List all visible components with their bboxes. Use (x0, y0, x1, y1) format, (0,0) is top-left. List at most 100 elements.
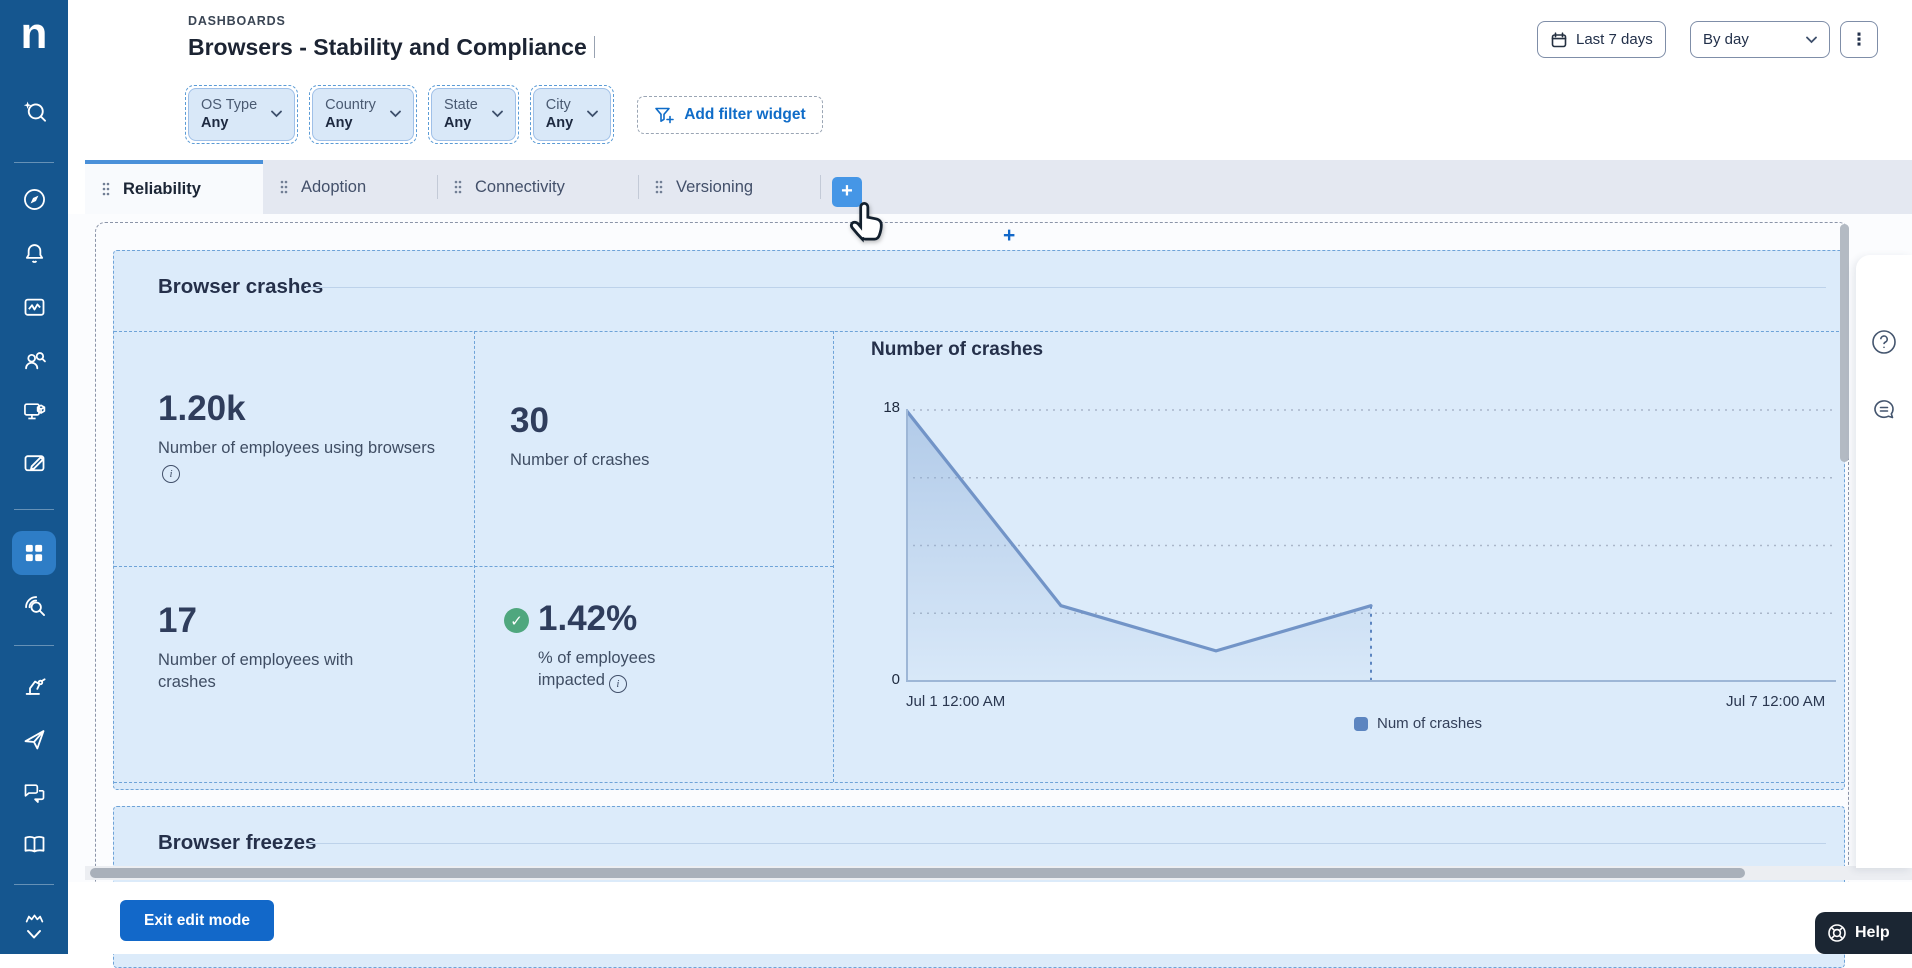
x-axis-end-label: Jul 7 12:00 AM (1726, 693, 1826, 710)
help-button[interactable]: Help (1815, 912, 1912, 954)
sidebar-item-dashboards[interactable] (12, 531, 56, 575)
tab-connectivity[interactable]: Connectivity (437, 160, 638, 214)
more-options-button[interactable]: ⋮ (1840, 21, 1878, 58)
kpi-employees-with-crashes[interactable]: 17 Number of employees with crashes (158, 601, 354, 692)
time-range-button[interactable]: Last 7 days (1537, 21, 1666, 58)
add-widget-row-button[interactable]: + (1003, 224, 1016, 247)
diagnostics-search-icon[interactable] (0, 592, 68, 619)
kpi-number-of-crashes[interactable]: 30 Number of crashes (510, 401, 650, 469)
breadcrumb: DASHBOARDS (188, 14, 286, 28)
monitor-metrics-icon[interactable] (0, 294, 68, 321)
feedback-chat-icon[interactable] (1870, 396, 1898, 424)
account-icon[interactable] (0, 906, 68, 926)
section-title: Browser freezes (158, 831, 317, 854)
filter-country-button[interactable]: Country Any (312, 88, 414, 142)
widget-browser-crashes[interactable]: Browser crashes 1.20k Number of employee… (113, 250, 1845, 790)
y-tick-min: 0 (891, 671, 900, 688)
cell-outline (114, 331, 1844, 332)
info-icon[interactable]: i (162, 465, 180, 484)
granularity-select[interactable]: By day (1690, 21, 1830, 58)
chevron-down-icon (390, 110, 401, 118)
edit-mode-footer: Exit edit mode (68, 882, 1912, 954)
section-title-rule (306, 287, 1826, 288)
add-tab-button[interactable]: + (832, 177, 862, 207)
y-tick-max: 18 (883, 399, 900, 416)
device-actions-icon[interactable] (0, 398, 68, 425)
cell-outline (114, 566, 833, 567)
dashboard-tabbar: Reliability Adoption Connectivity Versio… (85, 160, 1912, 243)
cell-outline (474, 331, 475, 782)
assist-panel (1856, 255, 1912, 868)
library-book-icon[interactable] (0, 831, 68, 858)
compass-icon[interactable] (0, 186, 68, 213)
sidebar-divider (14, 645, 54, 646)
tab-adoption[interactable]: Adoption (263, 160, 437, 214)
feedback-chats-icon[interactable] (0, 779, 68, 806)
dashboard-canvas: + Browser crashes 1.20k Number of employ… (68, 214, 1912, 968)
collapse-chevron-icon[interactable] (0, 928, 68, 942)
kpi-percent-employees-impacted[interactable]: ✓ 1.42% % of employees impacted i (504, 600, 713, 694)
tab-versioning[interactable]: Versioning (638, 160, 820, 214)
calendar-icon (1551, 31, 1567, 47)
filter-plus-icon (655, 107, 675, 123)
dashboards-grid-icon (25, 544, 43, 562)
header: DASHBOARDS Browsers - Stability and Comp… (68, 0, 1912, 160)
filter-widget-country: Country Any (309, 85, 417, 145)
mouse-cursor-hand (849, 201, 883, 243)
ai-search-icon[interactable] (0, 98, 68, 126)
chart-legend: Num of crashes (1354, 715, 1482, 732)
tab-separator (437, 175, 438, 199)
filter-widget-state: State Any (427, 85, 519, 145)
notifications-bell-icon[interactable] (0, 240, 68, 267)
section-title: Browser crashes (158, 275, 324, 298)
exit-edit-mode-button[interactable]: Exit edit mode (120, 900, 274, 941)
tab-reliability[interactable]: Reliability (85, 160, 263, 214)
chevron-down-icon (1806, 36, 1817, 43)
filter-widget-city: City Any (529, 85, 615, 145)
filter-city-button[interactable]: City Any (532, 88, 612, 142)
page-title: Browsers - Stability and Compliance (188, 34, 595, 61)
people-insights-icon[interactable] (0, 347, 68, 374)
lifebuoy-icon (1828, 924, 1846, 942)
title-edit-caret (593, 36, 595, 58)
kebab-icon: ⋮ (1850, 29, 1868, 49)
chevron-down-icon (587, 110, 599, 118)
info-icon[interactable]: i (608, 675, 627, 694)
drag-handle-icon[interactable] (454, 180, 462, 194)
vertical-scrollbar-thumb[interactable] (1840, 224, 1849, 462)
horizontal-scrollbar-thumb[interactable] (90, 868, 1745, 878)
cell-outline (114, 782, 1844, 783)
help-circle-icon[interactable] (1870, 328, 1898, 356)
kpi-employees-using-browsers[interactable]: 1.20k Number of employees using browsers… (158, 390, 438, 484)
time-range-label: Last 7 days (1576, 31, 1653, 48)
granularity-value: By day (1703, 31, 1749, 48)
section-title-rule (306, 843, 1826, 844)
tab-separator (820, 175, 821, 199)
filter-state-button[interactable]: State Any (430, 88, 516, 142)
app-sidebar: n (0, 0, 68, 954)
legend-label: Num of crashes (1377, 715, 1483, 732)
filter-widget-os-type: OS Type Any (185, 85, 299, 145)
chevron-down-icon (491, 110, 503, 118)
legend-swatch (1354, 716, 1368, 731)
success-check-icon: ✓ (504, 608, 529, 633)
content-edit-icon[interactable] (0, 450, 68, 477)
automation-arm-icon[interactable] (0, 672, 68, 699)
sidebar-divider (14, 509, 54, 510)
add-filter-widget-button[interactable]: Add filter widget (637, 95, 823, 134)
x-axis-start-label: Jul 1 12:00 AM (906, 693, 1006, 710)
drag-handle-icon[interactable] (280, 180, 288, 194)
crashes-line-chart[interactable] (906, 409, 1836, 684)
chart-title: Number of crashes (871, 339, 1044, 360)
drag-handle-icon[interactable] (102, 182, 110, 196)
launch-rocket-icon[interactable] (0, 726, 68, 753)
chevron-down-icon (271, 110, 283, 118)
app-logo[interactable]: n (20, 9, 48, 58)
sidebar-divider (14, 884, 54, 885)
filter-os-type-button[interactable]: OS Type Any (188, 88, 296, 142)
cell-outline (833, 331, 834, 782)
sidebar-divider (14, 162, 54, 163)
tab-separator (638, 175, 639, 199)
drag-handle-icon[interactable] (655, 180, 663, 194)
filter-row: OS Type Any Country Any State Any City A… (185, 85, 823, 145)
